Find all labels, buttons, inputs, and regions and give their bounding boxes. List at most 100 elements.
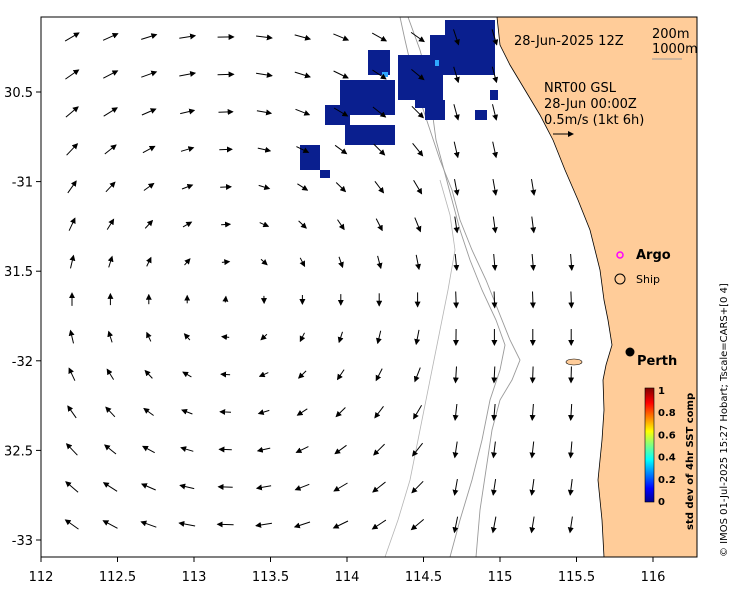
- current-vectors: [64, 29, 575, 534]
- x-tick-label: 116: [641, 570, 666, 585]
- current-arrow-icon: [295, 446, 309, 453]
- date-label: 28-Jun-2025 12Z: [514, 34, 624, 49]
- current-arrow-icon: [372, 69, 387, 80]
- current-arrow-icon: [334, 444, 347, 455]
- current-arrow-icon: [182, 371, 192, 378]
- current-arrow-icon: [568, 253, 575, 271]
- current-arrow-icon: [144, 219, 154, 229]
- y-tick-label: 30.5: [4, 86, 33, 101]
- x-tick-label: 114: [335, 570, 360, 585]
- current-arrow-icon: [333, 107, 349, 117]
- current-arrow-icon: [144, 369, 153, 379]
- current-arrow-icon: [491, 29, 499, 46]
- current-arrow-icon: [256, 109, 273, 116]
- current-arrow-icon: [221, 334, 230, 341]
- current-arrow-icon: [375, 368, 383, 382]
- current-arrow-icon: [68, 329, 75, 344]
- city-marker-icon: [625, 347, 635, 357]
- current-arrow-icon: [452, 403, 459, 421]
- current-arrow-icon: [142, 145, 156, 154]
- current-arrow-icon: [415, 254, 421, 271]
- current-arrow-icon: [257, 409, 270, 416]
- current-arrow-icon: [567, 479, 574, 496]
- colorbar-ticks: 1 0.8 0.6 0.4 0.2 0: [658, 386, 676, 508]
- y-tick-label: 32.5: [4, 444, 33, 459]
- x-tick-label: 115: [488, 570, 513, 585]
- current-arrow-icon: [143, 407, 154, 416]
- sst-high-pixel-2: [435, 60, 439, 66]
- current-arrow-icon: [414, 329, 421, 346]
- current-arrow-icon: [411, 480, 424, 494]
- current-arrow-icon: [453, 253, 460, 271]
- y-tick-label: -33: [12, 534, 33, 549]
- legend-argo: Argo: [636, 248, 671, 263]
- current-arrow-icon: [143, 182, 155, 191]
- current-arrow-icon: [491, 179, 498, 196]
- current-arrow-icon: [140, 483, 156, 491]
- current-arrow-icon: [181, 183, 194, 190]
- current-arrow-icon: [257, 146, 272, 153]
- current-arrow-icon: [453, 179, 460, 196]
- current-arrow-icon: [299, 257, 306, 268]
- island: [565, 358, 583, 366]
- current-arrow-icon: [296, 146, 310, 153]
- current-scale: 0.5m/s (1kt 6h): [544, 113, 644, 128]
- current-arrow-icon: [140, 520, 157, 528]
- current-arrow-icon: [530, 253, 537, 271]
- current-arrow-icon: [259, 221, 270, 228]
- current-arrow-icon: [491, 441, 498, 459]
- current-arrow-icon: [453, 141, 460, 159]
- current-arrow-icon: [411, 69, 425, 81]
- current-arrow-icon: [105, 406, 116, 418]
- current-arrow-icon: [179, 70, 197, 77]
- current-arrow-icon: [102, 520, 118, 529]
- current-arrow-icon: [297, 183, 309, 191]
- current-arrow-icon: [334, 144, 348, 155]
- current-arrow-icon: [413, 367, 421, 383]
- current-arrow-icon: [255, 521, 272, 528]
- x-axis: 112 112.5 113 113.5 114 114.5 115 115.5 116: [29, 557, 666, 585]
- current-arrow-icon: [182, 221, 193, 228]
- current-arrow-icon: [491, 403, 498, 421]
- current-arrow-icon: [179, 33, 197, 40]
- current-arrow-icon: [491, 66, 499, 84]
- current-arrow-icon: [452, 479, 459, 496]
- current-arrow-icon: [64, 519, 79, 530]
- current-arrow-icon: [293, 521, 311, 529]
- current-arrow-icon: [298, 220, 307, 229]
- argo-marker-icon: [616, 251, 624, 259]
- colorbar-tick-label: 0.2: [658, 475, 676, 486]
- x-tick-label: 113: [182, 570, 207, 585]
- current-arrow-icon: [179, 483, 195, 490]
- current-arrow-icon: [529, 479, 536, 496]
- current-arrow-icon: [376, 255, 383, 270]
- current-arrow-icon: [410, 31, 425, 43]
- current-arrow-icon: [372, 481, 386, 493]
- current-arrow-icon: [297, 370, 307, 379]
- current-arrow-icon: [103, 70, 119, 79]
- current-arrow-icon: [371, 32, 388, 42]
- colorbar-tick-label: 0.4: [658, 453, 676, 464]
- current-arrow-icon: [373, 443, 385, 456]
- current-arrow-icon: [453, 66, 460, 84]
- colorbar-tick-label: 0: [658, 497, 665, 508]
- current-arrow-icon: [529, 403, 536, 421]
- colorbar-tick-label: 0.8: [658, 408, 676, 419]
- current-time: 28-Jun 00:00Z: [544, 97, 637, 112]
- current-arrow-icon: [141, 108, 157, 116]
- current-arrow-icon: [255, 484, 272, 491]
- current-arrow-icon: [491, 253, 498, 271]
- current-arrow-icon: [180, 146, 195, 152]
- x-tick-label: 112.5: [99, 570, 136, 585]
- current-arrow-icon: [530, 179, 537, 196]
- current-arrow-icon: [375, 330, 382, 345]
- current-arrow-icon: [107, 330, 114, 343]
- current-arrow-icon: [414, 217, 422, 233]
- current-arrow-icon: [103, 107, 118, 117]
- current-arrow-icon: [338, 256, 344, 269]
- current-arrow-icon: [67, 180, 77, 194]
- current-arrow-icon: [106, 368, 115, 380]
- current-arrow-icon: [65, 69, 80, 80]
- colorbar-tick-label: 0.6: [658, 430, 676, 441]
- current-arrow-icon: [490, 479, 497, 496]
